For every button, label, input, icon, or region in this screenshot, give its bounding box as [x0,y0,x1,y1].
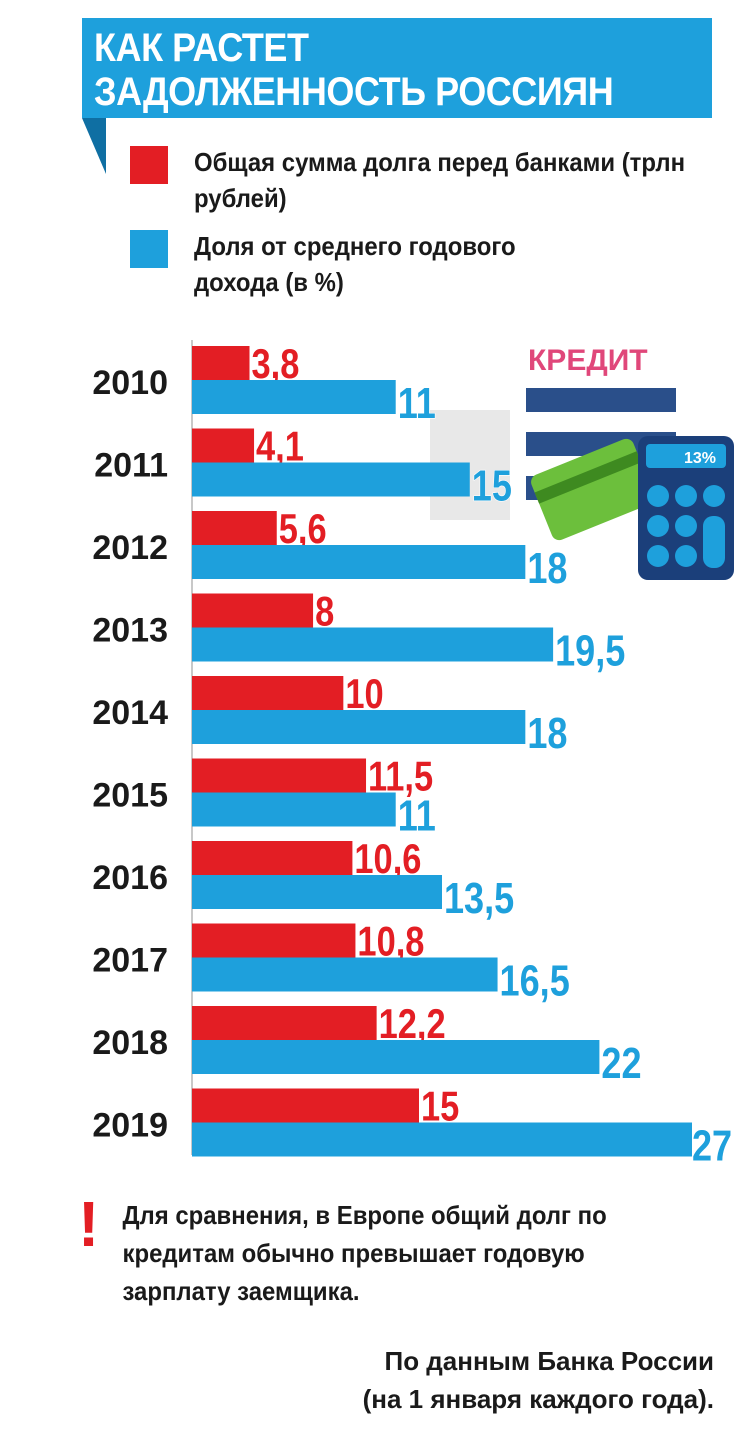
debt-value-label-2015: 11,5 [368,753,433,800]
share-bar-2013 [192,627,554,662]
year-label-2015: 2015 [92,777,168,815]
share-value-label-2011: 15 [472,461,512,510]
title-banner-fold [82,118,106,174]
comparison-note: Для сравнения, в Европе общий долг по кр… [82,1196,671,1310]
debt-bar-2012 [192,511,277,545]
year-label-2013: 2013 [92,612,168,650]
share-value-label-2010: 11 [398,379,436,428]
share-value-label-2015: 11 [398,791,436,840]
share-value-label-2019: 27 [692,1121,732,1170]
calc-key-plus-icon [647,515,669,537]
year-label-2019: 2019 [92,1107,168,1145]
calc-key-plus-icon [647,485,669,507]
calc-key-minus-icon [675,485,697,507]
debt-value-label-2013: 8 [315,588,334,635]
share-value-label-2012: 18 [527,544,567,593]
calculator-display [646,444,726,468]
title-banner [82,18,712,118]
calc-key-divide-icon [675,545,697,567]
debt-bar-2010 [192,346,250,380]
share-bar-2012 [192,545,526,579]
share-value-label-2018: 22 [601,1039,641,1088]
debt-bar-2018 [192,1006,377,1040]
calc-key-minus-icon [675,515,697,537]
source-note: По данным Банка России (на 1 января кажд… [114,1342,714,1418]
credit-illustration: КРЕДИТ 13% [430,344,734,580]
legend-label-share: Доля от среднего годового дохода (в %) [194,231,516,297]
legend-swatch-share [130,230,168,268]
share-bar-2010 [192,380,396,414]
debt-bar-2013 [192,593,314,628]
calc-key-multiply-icon [703,485,725,507]
debt-bar-2019 [192,1088,419,1123]
year-label-2014: 2014 [92,694,168,732]
share-bar-2015 [192,792,396,827]
year-label-2011: 2011 [94,447,168,485]
debt-bar-2015 [192,758,367,793]
chart-title: КАК РАСТЕТ ЗАДОЛЖЕННОСТЬ РОССИЯН [94,26,614,114]
share-value-label-2017: 16,5 [500,956,570,1005]
share-bar-2019 [192,1122,692,1157]
source-line-1: По данным Банка России [384,1346,715,1376]
legend-label-debt: Общая сумма долга перед банками (трлн ру… [194,147,686,213]
share-value-label-2016: 13,5 [444,874,514,923]
share-bar-2014 [192,710,526,744]
share-bar-2011 [192,462,470,497]
share-bar-2016 [192,875,442,909]
debt-bar-2014 [192,676,344,710]
share-bar-2017 [192,957,498,992]
credit-card-icon [531,438,655,541]
calc-key-multiply-icon [647,545,669,567]
calculator-display-text: 13% [684,450,716,467]
year-label-2018: 2018 [92,1024,168,1062]
source-line-2: (на 1 января каждого года). [362,1384,714,1414]
credit-word: КРЕДИТ [528,344,648,377]
calc-key-equals-icon [703,516,725,568]
debt-bar-2016 [192,841,353,875]
comparison-note-text: Для сравнения, в Европе общий долг по кр… [122,1200,607,1306]
year-label-2016: 2016 [92,859,168,897]
doc-line-icon [526,388,676,412]
note-exclamation-mark: ! [78,1188,100,1260]
year-label-2012: 2012 [92,529,168,567]
year-label-2017: 2017 [92,942,168,980]
year-label-2010: 2010 [92,364,168,402]
share-value-label-2014: 18 [527,709,567,758]
legend-swatch-debt [130,146,168,184]
share-value-label-2013: 19,5 [555,626,625,675]
share-bar-2018 [192,1040,600,1074]
debt-bar-2011 [192,428,255,463]
debt-bar-2017 [192,923,356,958]
